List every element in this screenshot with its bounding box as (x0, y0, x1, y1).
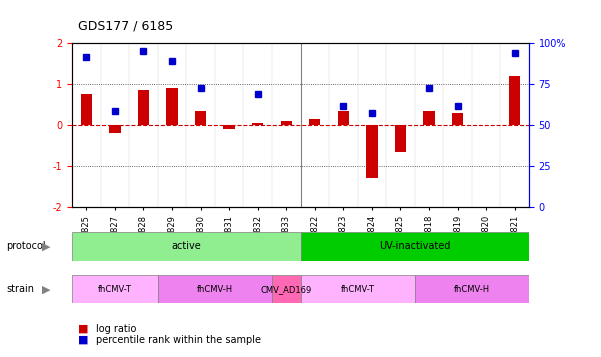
FancyBboxPatch shape (72, 275, 157, 303)
Bar (509, 76, 520, 125)
Text: active: active (171, 241, 201, 251)
FancyBboxPatch shape (157, 275, 272, 303)
Bar (81, 94, 92, 125)
FancyBboxPatch shape (415, 275, 529, 303)
Text: fhCMV-T: fhCMV-T (98, 285, 132, 294)
Bar (395, 125, 406, 152)
Text: ■: ■ (78, 335, 88, 345)
Bar (224, 125, 235, 129)
Bar (195, 111, 206, 125)
Bar (109, 125, 121, 133)
Text: log ratio: log ratio (96, 324, 136, 334)
Bar (281, 121, 292, 125)
Text: strain: strain (6, 284, 34, 294)
Bar (309, 119, 320, 125)
FancyBboxPatch shape (300, 275, 415, 303)
Text: fhCMV-T: fhCMV-T (341, 285, 374, 294)
FancyBboxPatch shape (300, 232, 529, 261)
Bar (338, 111, 349, 125)
Bar (452, 113, 463, 125)
Text: fhCMV-H: fhCMV-H (454, 285, 490, 294)
Bar (166, 88, 178, 125)
Bar (138, 90, 149, 125)
Text: ▶: ▶ (42, 284, 50, 294)
Bar (423, 111, 435, 125)
FancyBboxPatch shape (72, 232, 300, 261)
Text: percentile rank within the sample: percentile rank within the sample (96, 335, 261, 345)
Text: ▶: ▶ (42, 241, 50, 251)
Text: fhCMV-H: fhCMV-H (197, 285, 233, 294)
Text: ■: ■ (78, 324, 88, 334)
Text: GDS177 / 6185: GDS177 / 6185 (78, 19, 173, 32)
Bar (252, 123, 263, 125)
Bar (366, 125, 377, 178)
Text: UV-inactivated: UV-inactivated (379, 241, 450, 251)
Text: protocol: protocol (6, 241, 46, 251)
Text: CMV_AD169: CMV_AD169 (261, 285, 312, 294)
FancyBboxPatch shape (272, 275, 300, 303)
